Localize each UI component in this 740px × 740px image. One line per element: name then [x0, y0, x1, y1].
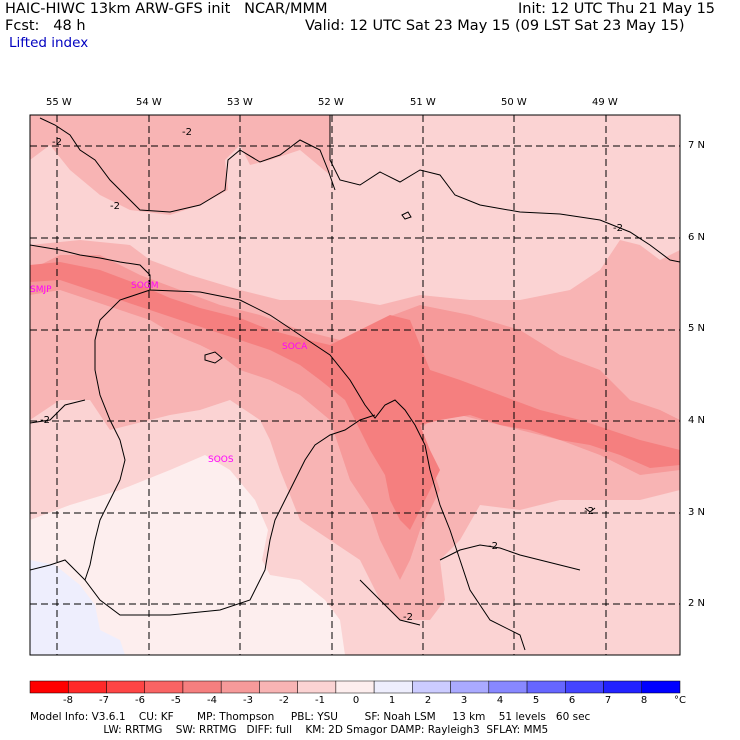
- coastline: [204, 351, 223, 364]
- contour-line: [584, 507, 596, 513]
- contour-label: -2: [613, 223, 623, 234]
- station-label: SMJP: [30, 285, 52, 295]
- contour-line: [359, 579, 421, 626]
- field-name: Lifted index: [9, 35, 89, 51]
- colorbar-unit: °C: [674, 695, 686, 706]
- contour-line: [329, 115, 680, 263]
- shade-0-1: [30, 560, 125, 655]
- colorbar-swatch: [297, 680, 337, 694]
- lat-label: 7 N: [688, 140, 706, 151]
- coastline: [30, 244, 526, 651]
- contour-line: [439, 544, 581, 571]
- init-time: Init: 12 UTC Thu 21 May 15: [518, 1, 716, 17]
- contour-label: -2: [403, 612, 413, 623]
- colorbar-swatch: [641, 680, 681, 694]
- station-label: SOCA: [282, 342, 308, 352]
- colorbar-label: -4: [207, 695, 217, 706]
- colorbar-swatch: [565, 680, 604, 694]
- colorbar-label: 3: [460, 695, 468, 706]
- colorbar-swatch: [488, 680, 528, 694]
- colorbar-label: 2: [424, 695, 432, 706]
- colorbar-label: 1: [388, 695, 396, 706]
- colorbar-swatch: [526, 680, 566, 694]
- colorbar-swatch: [144, 680, 184, 694]
- colorbar-label: 6: [568, 695, 576, 706]
- contour-label: -2: [488, 541, 498, 552]
- lon-label: 53 W: [227, 97, 253, 108]
- colorbar-swatch: [182, 680, 222, 694]
- station-label: SOGM: [131, 281, 159, 291]
- model-info-line1: Model Info: V3.6.1 CU: KF MP: Thompson P…: [30, 711, 591, 723]
- border: [30, 559, 86, 581]
- lat-label: 6 N: [688, 232, 706, 243]
- colorbar-label: -8: [63, 695, 73, 706]
- contour-label: -2: [40, 415, 50, 426]
- coastline: [401, 211, 412, 220]
- colorbar-swatch: [450, 680, 490, 694]
- colorbar-swatch: [67, 680, 107, 694]
- lon-label: 50 W: [501, 97, 527, 108]
- lon-label: 52 W: [318, 97, 344, 108]
- model-info-line2: LW: RRTMG SW: RRTMG DIFF: full KM: 2D Sm…: [30, 724, 549, 736]
- shade-m3-m2: [30, 115, 330, 215]
- lon-label: 54 W: [136, 97, 162, 108]
- contour-line: [30, 399, 86, 424]
- shade-le-m4: [30, 262, 680, 530]
- contour-line: [39, 117, 336, 213]
- colorbar-swatch: [259, 680, 298, 694]
- colorbar-swatch: [603, 680, 643, 694]
- lat-label: 3 N: [688, 507, 706, 518]
- colorbar-swatch: [220, 680, 260, 694]
- lon-label: 55 W: [46, 97, 72, 108]
- contour-label: -2: [182, 127, 192, 138]
- colorbar-swatch: [29, 680, 69, 694]
- colorbar-label: -1: [315, 695, 325, 706]
- forecast-hour: Fcst: 48 h: [5, 18, 86, 34]
- shade-m2-m1: [330, 115, 680, 255]
- valid-time: Valid: 12 UTC Sat 23 May 15 (09 LST Sat …: [305, 18, 685, 34]
- colorbar-label: 8: [640, 695, 648, 706]
- border: [84, 289, 376, 616]
- map-frame: [29, 114, 681, 656]
- lon-label: 49 W: [592, 97, 618, 108]
- lon-label: 51 W: [410, 97, 436, 108]
- colorbar-label: 7: [604, 695, 612, 706]
- shade-m2-m1: [30, 115, 680, 655]
- colorbar-label: 4: [496, 695, 504, 706]
- colorbar-label: -7: [99, 695, 109, 706]
- model-title: HAIC-HIWC 13km ARW-GFS init NCAR/MMM: [5, 1, 328, 17]
- lat-label: 5 N: [688, 323, 706, 334]
- colorbar-swatch: [335, 680, 375, 694]
- colorbar-label: 0: [352, 695, 360, 706]
- station-label: SOOS: [208, 455, 234, 465]
- colorbar-swatch: [373, 680, 413, 694]
- colorbar-label: -2: [279, 695, 289, 706]
- colorbar-label: -6: [135, 695, 145, 706]
- colorbar-label: -5: [171, 695, 181, 706]
- shade-m3-m2: [30, 240, 680, 620]
- shade-m1-0: [30, 455, 345, 655]
- lat-label: 4 N: [688, 415, 706, 426]
- lat-label: 2 N: [688, 598, 706, 609]
- contour-label: -2: [110, 201, 120, 212]
- colorbar-label: -3: [243, 695, 253, 706]
- colorbar-swatch: [412, 680, 451, 694]
- contour-label: -2: [52, 137, 62, 148]
- colorbar-label: 5: [532, 695, 540, 706]
- shade-m4-m3: [30, 255, 680, 580]
- colorbar: [29, 680, 681, 694]
- contour-label: -2: [584, 506, 594, 517]
- colorbar-swatch: [106, 680, 145, 694]
